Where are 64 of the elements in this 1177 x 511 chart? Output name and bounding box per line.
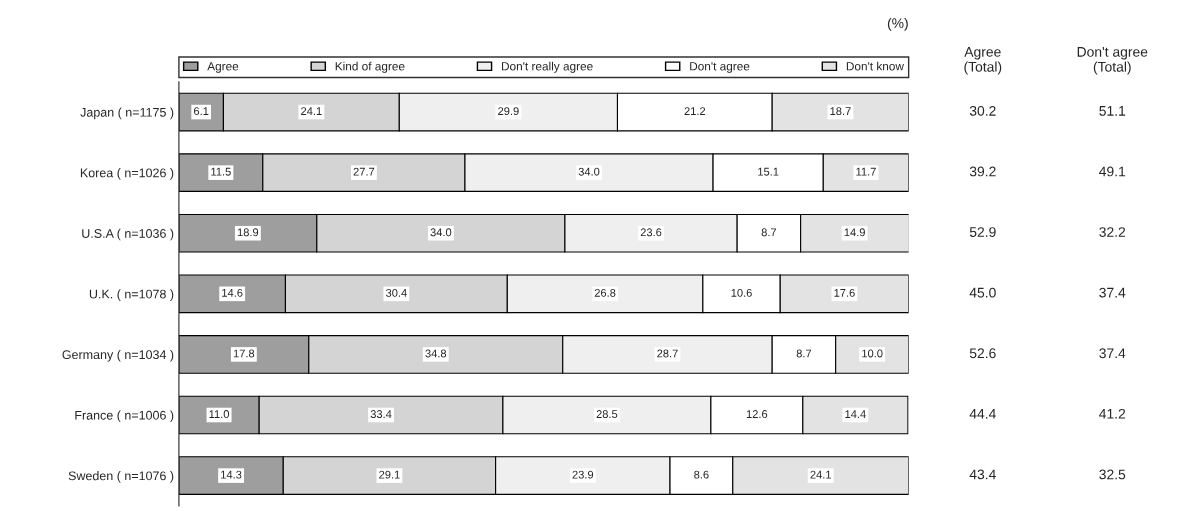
legend-label: Don't really agree (501, 61, 593, 73)
legend-label: Don't agree (690, 62, 750, 73)
y-tick-label: Japan ( n=1175 ) (80, 107, 174, 120)
text: 44.4 (969, 409, 996, 419)
data-label: 33.4 (370, 410, 392, 418)
data-label: 14.9 (844, 228, 865, 237)
y-tick-label: U.K. ( n=1078 ) (89, 289, 174, 301)
text: 39.2 (969, 166, 996, 177)
data-label: 11.5 (211, 167, 231, 176)
text: 43.4 (969, 469, 996, 480)
text: 52.9 (969, 227, 996, 237)
y-tick-label: Sweden ( n=1076 ) (68, 471, 174, 483)
data-label: 12.6 (746, 410, 768, 418)
data-label: 8.7 (761, 228, 777, 237)
data-label: 23.6 (640, 228, 662, 237)
data-label: 6.1 (194, 107, 209, 116)
y-tick-label: France ( n=1006 ) (75, 410, 174, 423)
legend-label: Agree (207, 62, 239, 73)
data-label: 18.7 (830, 107, 851, 116)
text: 51.1 (1099, 106, 1126, 116)
data-label: 34.0 (578, 167, 600, 176)
data-label: 8.6 (694, 470, 709, 479)
y-tick-label: Germany ( n=1034 ) (62, 349, 174, 362)
data-label: 21.2 (684, 107, 706, 115)
data-label: 17.8 (233, 349, 255, 358)
data-label: 15.1 (758, 167, 779, 176)
text: 41.2 (1099, 408, 1126, 419)
text: 32.5 (1099, 469, 1126, 480)
text: 52.6 (969, 348, 996, 359)
data-label: 30.4 (385, 288, 407, 297)
data-label: 28.5 (596, 410, 618, 418)
data-label: 34.8 (425, 349, 447, 358)
legend-label: Don't know (846, 61, 904, 71)
data-label: 27.7 (353, 167, 375, 176)
legend-label: Kind of agree (335, 61, 405, 73)
data-label: 8.7 (796, 349, 812, 358)
y-tick-label: U.S.A ( n=1036 ) (82, 228, 174, 241)
text: 32.2 (1099, 227, 1126, 237)
data-label: 18.9 (237, 228, 259, 237)
data-label: 11.7 (856, 167, 876, 176)
text: 45.0 (969, 287, 996, 298)
text: Agree (Total) (964, 47, 1002, 75)
data-label: 28.7 (657, 349, 678, 358)
data-label: 29.9 (498, 107, 519, 116)
data-label: 17.6 (834, 288, 855, 297)
data-label: 26.8 (594, 288, 616, 297)
text: (%) (887, 17, 908, 31)
text: 30.2 (969, 105, 996, 116)
y-tick-label: Korea ( n=1026 ) (80, 168, 174, 180)
text: 49.1 (1099, 166, 1126, 177)
data-label: 29.1 (379, 470, 400, 479)
data-label: 11.0 (209, 410, 230, 418)
data-label: 34.0 (430, 228, 452, 237)
text: 37.4 (1099, 287, 1126, 298)
data-label: 10.6 (731, 288, 752, 297)
data-label: 14.3 (221, 470, 242, 479)
data-label: 24.1 (810, 470, 831, 479)
data-label: 24.1 (301, 107, 322, 115)
data-label: 10.0 (862, 349, 883, 358)
data-label: 14.6 (222, 288, 243, 297)
text: 37.4 (1099, 348, 1126, 359)
data-label: 23.9 (572, 470, 594, 479)
text: Don't agree (Total) (1077, 47, 1148, 75)
data-label: 14.4 (845, 410, 866, 418)
